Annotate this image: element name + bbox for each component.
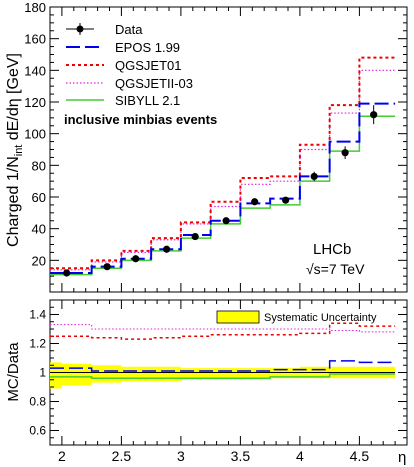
- legend-swatch-systematic: [216, 310, 260, 324]
- ratio-qgsjetii-03: [50, 324, 396, 333]
- ratio-series-group: [50, 322, 396, 380]
- ratio-panel: 0.6 0.8 1 1.2 1.4 2 2.5 3 3.5 4 4.5 Systematic Unc…: [5, 299, 408, 466]
- legend-label-epos: EPOS 1.99: [115, 40, 180, 55]
- data-point: [251, 198, 259, 206]
- data-point: [310, 172, 318, 181]
- top-y-tick-label: 120: [24, 95, 46, 110]
- x-tick-label: 3: [177, 448, 185, 464]
- ratio-qgsjet01: [50, 322, 396, 340]
- top-y-tick-label: 140: [24, 63, 46, 78]
- x-tick-label: 2.5: [112, 448, 132, 464]
- data-point: [282, 196, 290, 204]
- energy-flow-panel: 20 40 60 80 100 120 140 160 180 Data EPOS 1.99 Q…: [5, 0, 408, 293]
- legend-label-qgsjet01: QGSJET01: [115, 58, 181, 73]
- bottom-y-tick-label: 1.4: [29, 308, 46, 322]
- data-point: [163, 245, 171, 253]
- bottom-y-tick-label: 0.6: [29, 424, 46, 438]
- legend-label-sibyll: SIBYLL 2.1: [115, 93, 180, 108]
- annotation-inclusive-minbias: inclusive minbias events: [64, 112, 217, 127]
- data-point: [63, 269, 71, 277]
- top-y-tick-label: 60: [32, 190, 46, 205]
- x-tick-label: 3.5: [231, 448, 251, 464]
- systematic-uncertainty-band: [50, 362, 396, 389]
- top-y-tick-label: 160: [24, 32, 46, 47]
- data-point: [132, 255, 140, 263]
- data-point: [370, 111, 378, 119]
- series-epos-1-99: [50, 102, 396, 274]
- legend-label-data: Data: [115, 22, 143, 37]
- top-y-ticks: 20 40 60 80 100 120 140 160 180: [24, 0, 407, 292]
- top-y-tick-label: 100: [24, 127, 46, 142]
- top-y-tick-label: 180: [24, 0, 46, 15]
- x-tick-label: 4: [296, 448, 304, 464]
- bottom-ticks: 0.6 0.8 1 1.2 1.4 2 2.5 3 3.5 4 4.5: [29, 300, 407, 464]
- bottom-y-tick-label: 1.2: [29, 337, 46, 351]
- top-y-axis-label: Charged 1/Nint dE/dη [GeV]: [5, 53, 25, 247]
- legend-label-qgsjetii: QGSJETII-03: [115, 76, 193, 91]
- top-plot-frame: [49, 6, 408, 293]
- x-tick-label: 2: [58, 448, 66, 464]
- data-point: [341, 149, 349, 157]
- energy-label: √s=7 TeV: [306, 261, 365, 277]
- lhcb-label: LHCb: [313, 241, 351, 258]
- legend-label-systematic: Systematic Uncertainty: [264, 312, 377, 324]
- series-qgsjetii-03: [50, 69, 396, 271]
- top-y-tick-label: 80: [32, 158, 46, 173]
- x-axis-label: η: [398, 449, 406, 466]
- data-points: [63, 105, 378, 277]
- ratio-sibyll-2-1: [50, 373, 396, 380]
- bottom-y-tick-label: 1: [39, 366, 46, 380]
- bottom-y-axis-label: MC/Data: [5, 342, 22, 402]
- top-legend: Data EPOS 1.99 QGSJET01 QGSJETII-03 SIBY…: [66, 22, 193, 108]
- data-point: [103, 263, 111, 271]
- data-point: [191, 232, 199, 241]
- data-point: [222, 217, 230, 225]
- bottom-y-tick-label: 0.8: [29, 395, 46, 409]
- series-qgsjet01: [50, 56, 396, 270]
- top-y-tick-label: 20: [32, 253, 46, 268]
- ratio-epos-1-99: [50, 360, 396, 372]
- x-tick-label: 4.5: [350, 448, 370, 464]
- systematic-band: [50, 362, 396, 389]
- top-y-tick-label: 40: [32, 222, 46, 237]
